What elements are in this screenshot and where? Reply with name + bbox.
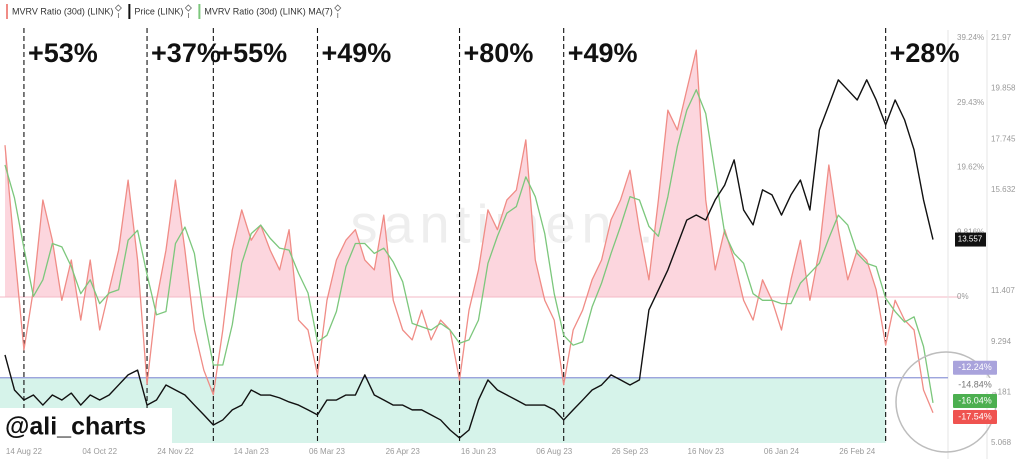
credit-box [0,408,172,444]
x-tick-label: 26 Apr 23 [386,447,421,456]
series-line [4,79,934,439]
legend-swatch [6,4,8,19]
annotation-label: +28% [890,38,960,68]
y2-tick-label: 17.745 [991,134,1016,143]
y2-tick-label: 19.858 [991,84,1016,93]
y2-tick-label: 21.97 [991,33,1012,42]
level-tag-label: -14.84% [958,379,992,389]
level-tag-label: -12.24% [958,362,992,372]
area [5,50,878,297]
y-tick-label: 29.43% [957,98,984,107]
level-tag [953,393,997,408]
level-tag [953,377,997,392]
level-tag [953,409,997,424]
annotation-label: +80% [464,38,534,68]
y2-tick-label: 11.407 [991,286,1015,295]
y-tick-label: 39.24% [957,33,984,42]
y-tick-label: 9.816% [957,227,984,236]
x-tick-label: 16 Nov 23 [688,447,725,456]
level-tag-label: -17.54% [958,411,992,421]
x-tick-label: 06 Aug 23 [536,447,573,456]
x-tick-label: 26 Sep 23 [612,447,649,456]
y-tick-label: 19.62% [957,163,984,172]
y2-tick-label: 9.294 [991,337,1012,346]
x-tick-label: 06 Mar 23 [309,447,346,456]
series-line [4,89,934,403]
level-tag-label: -16.04% [958,395,992,405]
level-tag [953,360,997,375]
price-tag-label: 13.557 [958,235,983,244]
legend-label: Price (LINK) [134,6,183,16]
price-tag [955,232,986,247]
x-tick-label: 16 Jun 23 [461,447,497,456]
annotation-label: +55% [217,38,287,68]
annotation-label: +49% [321,38,391,68]
legend-icon [334,4,342,18]
legend-swatch [198,4,201,19]
x-tick-label: 14 Jan 23 [234,447,270,456]
y-tick-label: 0% [957,292,969,301]
annotation-label: +53% [28,38,98,68]
x-tick-label: 14 Aug 22 [6,447,43,456]
legend-swatch [128,4,131,19]
legend-icon [114,4,122,18]
annotation-label: +37% [151,38,221,68]
y2-tick-label: 15.632 [991,185,1016,194]
x-tick-label: 24 Nov 22 [157,447,194,456]
annotation-label: +49% [568,38,638,68]
legend-label: MVRV Ratio (30d) (LINK) MA(7) [204,6,332,16]
series-line [4,49,934,414]
x-tick-label: 04 Oct 22 [82,447,117,456]
y2-tick-label: 5.068 [991,438,1012,447]
credit: @ali_charts [5,413,146,441]
y2-tick-label: 7.181 [991,387,1012,396]
x-tick-label: 06 Jan 24 [764,447,800,456]
x-tick-label: 26 Feb 24 [839,447,876,456]
legend-icon [184,4,192,18]
legend-label: MVRV Ratio (30d) (LINK) [12,6,113,16]
